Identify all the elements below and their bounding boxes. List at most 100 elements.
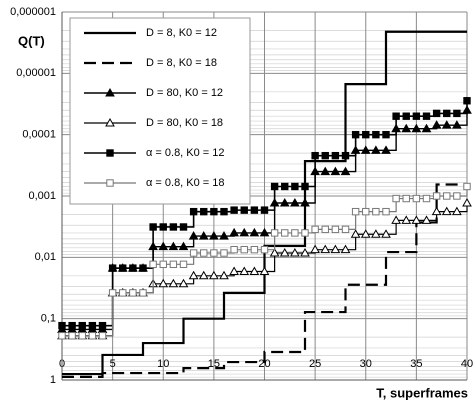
marker — [321, 225, 329, 234]
marker — [301, 229, 309, 237]
marker — [402, 112, 410, 120]
marker — [279, 197, 290, 207]
marker — [462, 197, 472, 207]
marker — [139, 289, 147, 297]
marker — [401, 123, 412, 133]
marker — [392, 112, 400, 120]
y-tick-label: 0,00001 — [16, 67, 56, 79]
marker — [68, 332, 76, 340]
marker — [159, 260, 167, 269]
y-tick-label: 0,1 — [41, 313, 56, 325]
marker — [291, 182, 299, 191]
x-tick-label: 15 — [208, 358, 220, 370]
marker — [382, 130, 390, 139]
marker — [179, 223, 188, 231]
marker — [422, 194, 431, 203]
y-tick-label: 0,01 — [35, 251, 56, 263]
marker — [219, 270, 229, 280]
marker — [432, 109, 441, 118]
y-tick-label: 0,000001 — [10, 6, 56, 18]
marker — [310, 244, 320, 254]
marker — [58, 321, 66, 330]
y-tick-label: 0,0001 — [22, 129, 56, 141]
marker — [88, 321, 97, 330]
marker — [360, 145, 371, 154]
marker — [382, 207, 390, 216]
marker — [169, 223, 178, 231]
marker — [188, 231, 199, 240]
marker — [290, 197, 300, 207]
marker — [78, 332, 86, 340]
marker — [372, 130, 380, 139]
marker — [219, 231, 229, 240]
marker — [250, 206, 259, 214]
marker — [188, 270, 199, 280]
marker — [88, 332, 97, 340]
y-tick-label: 0,001 — [28, 190, 56, 202]
marker — [106, 179, 114, 187]
marker — [331, 151, 340, 160]
marker — [320, 166, 331, 176]
marker — [209, 270, 219, 280]
marker — [362, 130, 370, 139]
marker — [362, 207, 370, 216]
marker — [58, 332, 66, 340]
x-tick-label: 25 — [309, 358, 321, 370]
marker — [300, 197, 310, 207]
marker — [149, 260, 157, 269]
marker — [350, 229, 361, 238]
plot — [57, 30, 472, 378]
marker — [351, 207, 360, 216]
marker — [381, 229, 391, 238]
marker — [209, 231, 219, 240]
legend-label: D = 80, K0 = 18 — [146, 117, 223, 129]
marker — [330, 244, 341, 254]
marker — [189, 249, 198, 257]
marker — [98, 321, 107, 330]
marker — [441, 206, 452, 216]
marker — [421, 215, 432, 224]
marker — [129, 264, 137, 272]
x-tick-label: 20 — [258, 358, 270, 370]
marker — [240, 206, 248, 214]
marker — [431, 206, 442, 216]
marker — [432, 192, 441, 200]
marker — [411, 215, 422, 224]
marker — [351, 130, 360, 139]
marker — [78, 321, 86, 330]
marker — [198, 270, 209, 280]
marker — [105, 117, 115, 127]
y-tick-label: 1 — [50, 374, 56, 386]
x-tick-label: 40 — [461, 358, 473, 370]
legend-label: D = 8, K0 = 12 — [146, 27, 217, 39]
marker — [452, 120, 462, 129]
legend-label: α = 0.8, K0 = 18 — [146, 177, 225, 189]
marker — [291, 229, 299, 237]
legend-label: α = 0.8, K0 = 12 — [146, 147, 225, 159]
marker — [178, 241, 189, 251]
x-axis-label: T, superframes — [376, 385, 468, 400]
marker — [259, 266, 270, 275]
marker — [68, 321, 76, 330]
x-tick-label: 30 — [360, 358, 372, 370]
marker — [178, 278, 189, 288]
marker — [220, 249, 228, 257]
marker — [270, 182, 279, 191]
marker — [159, 223, 167, 231]
legend-box — [69, 17, 251, 205]
marker — [220, 207, 228, 216]
marker — [230, 206, 238, 214]
marker — [321, 151, 329, 160]
marker — [158, 278, 169, 288]
marker — [411, 123, 422, 133]
marker — [463, 97, 471, 105]
marker — [119, 264, 127, 272]
marker — [290, 247, 300, 257]
marker — [360, 229, 371, 238]
marker — [443, 192, 451, 200]
x-tick-label: 35 — [410, 358, 422, 370]
marker — [281, 229, 289, 237]
marker — [158, 241, 169, 251]
marker — [300, 247, 310, 257]
marker — [422, 112, 431, 120]
